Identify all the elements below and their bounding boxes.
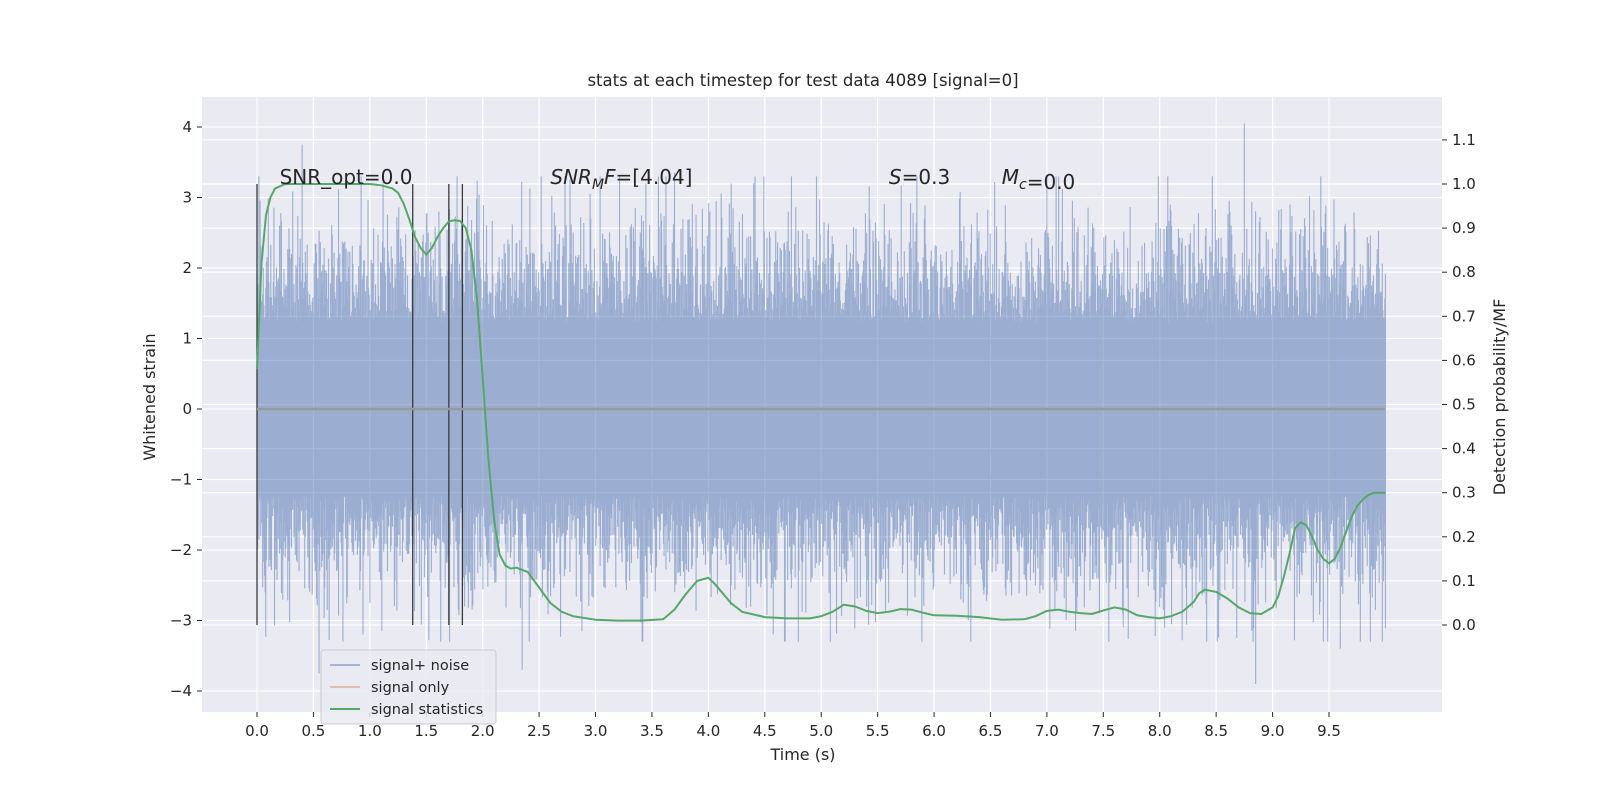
y-tick-label: 1 [182, 330, 192, 348]
annotation-0: SNR_opt=0.0 [280, 165, 413, 189]
y-right-tick-label: 0.9 [1452, 219, 1476, 237]
series-signal-statistics [256, 183, 1386, 622]
x-tick-label: 4.5 [753, 722, 777, 740]
x-tick-label: 8.0 [1148, 722, 1172, 740]
legend-label-signal-statistics: signal statistics [371, 702, 483, 718]
x-tick-label: 2.0 [471, 722, 495, 740]
x-tick-label: 5.5 [866, 722, 890, 740]
x-tick-label: 7.0 [1035, 722, 1059, 740]
y-tick-label: 0 [182, 400, 192, 418]
legend-label-signal-noise: signal+ noise [371, 658, 469, 674]
x-tick-label: 9.5 [1317, 722, 1341, 740]
chart-title: stats at each timestep for test data 408… [587, 71, 1018, 90]
y-tick-label: −2 [170, 541, 192, 559]
annotation-2: S=0.3 [889, 165, 950, 189]
x-tick-label: 6.0 [922, 722, 946, 740]
x-tick-label: 3.5 [640, 722, 664, 740]
y-axis-label: Whitened strain [140, 333, 159, 460]
y-right-tick-label: 0.8 [1452, 263, 1476, 281]
legend-box [320, 649, 497, 725]
y-right-tick-label: 0.3 [1452, 484, 1476, 502]
x-tick-label: 5.0 [809, 722, 833, 740]
x-tick-label: 3.0 [584, 722, 608, 740]
legend: signal+ noise signal only signal statist… [320, 649, 497, 725]
y-tick-label: −3 [170, 612, 192, 630]
annotations: SNR_opt=0.0 SNRMF=[4.04] S=0.3 Mc=0.0 [280, 165, 1076, 194]
y-right-tick-label: 0.2 [1452, 528, 1476, 546]
x-tick-label: 8.5 [1204, 722, 1228, 740]
annotation-3: Mc=0.0 [1002, 165, 1076, 194]
x-tick-label: 1.5 [414, 722, 438, 740]
legend-label-signal-only: signal only [371, 680, 450, 696]
x-tick-label: 9.0 [1261, 722, 1285, 740]
y-right-tick-label: 0.0 [1452, 616, 1476, 634]
annotation-1: SNRMF=[4.04] [550, 165, 692, 193]
x-tick-label: 2.5 [527, 722, 551, 740]
y-right-tick-label: 1.1 [1452, 131, 1476, 149]
y-tick-label: 4 [182, 118, 192, 136]
x-axis-label: Time (s) [769, 745, 835, 764]
y-tick-label: −4 [170, 682, 192, 700]
x-tick-label: 0.5 [301, 722, 325, 740]
x-tick-label: 4.0 [696, 722, 720, 740]
y-tick-label: −1 [170, 471, 192, 489]
y-right-tick-label: 0.4 [1452, 440, 1476, 458]
y-right-tick-label: 0.5 [1452, 396, 1476, 414]
y-right-tick-label: 0.1 [1452, 572, 1476, 590]
y-right-tick-label: 1.0 [1452, 175, 1476, 193]
x-tick-label: 1.0 [358, 722, 382, 740]
y-right-tick-label: 0.7 [1452, 307, 1476, 325]
y-axis-ticks: 4 3 2 1 0 −1 −2 −3 −4 [170, 118, 202, 700]
statistics-line [256, 183, 1386, 622]
y-axis-right-label: Detection probability/MF [1490, 299, 1509, 496]
y-right-tick-label: 0.6 [1452, 351, 1476, 369]
x-tick-label: 7.5 [1091, 722, 1115, 740]
x-tick-label: 6.5 [979, 722, 1003, 740]
x-axis-ticks: 0.0 0.5 1.0 1.5 2.0 2.5 3.0 3.5 4.0 4.5 5.0 5.5 6.0 6… [245, 712, 1341, 740]
y-tick-label: 2 [182, 259, 192, 277]
vertical-markers [256, 184, 464, 625]
y-tick-label: 3 [182, 189, 192, 207]
x-tick-label: 0.0 [245, 722, 269, 740]
y-axis-right-ticks: 1.1 1.0 0.9 0.8 0.7 0.6 0.5 0.4 0.3 0.2 0.1 0.0 [1442, 131, 1476, 634]
